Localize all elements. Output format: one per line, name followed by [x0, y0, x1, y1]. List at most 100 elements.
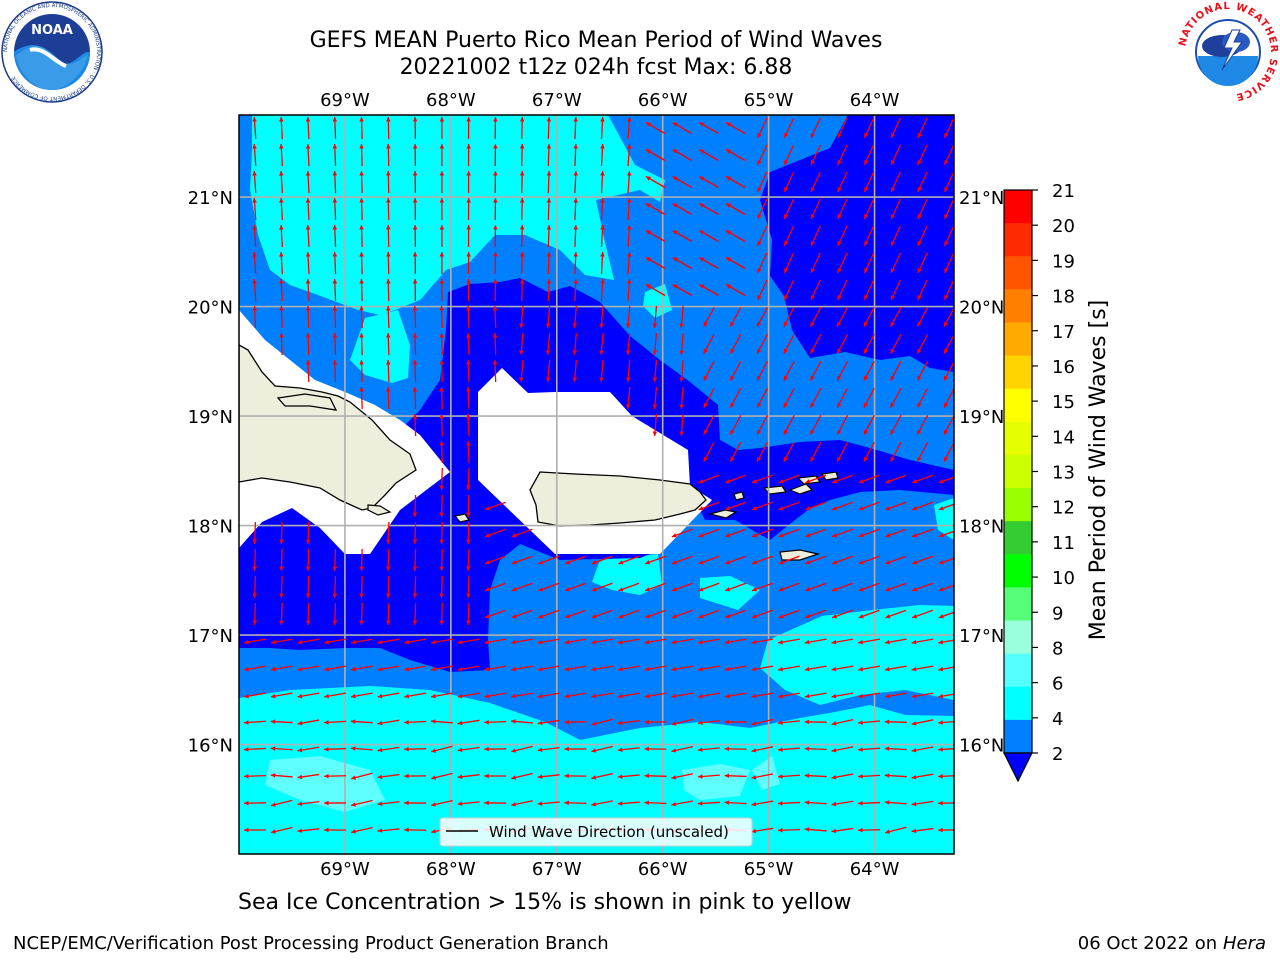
wave-arrow	[644, 692, 667, 699]
wave-arrow	[519, 116, 525, 140]
wave-arrow	[911, 719, 934, 726]
wave-arrow	[350, 746, 373, 751]
wave-arrow	[777, 827, 801, 833]
wave-arrow	[757, 117, 768, 139]
wave-arrow	[836, 387, 849, 409]
nws-logo: NATIONAL WEATHER SERVICE	[1177, 1, 1278, 102]
wave-arrow	[492, 359, 498, 383]
wave-arrow	[572, 305, 578, 329]
wave-arrow	[537, 692, 560, 699]
wave-arrow	[466, 332, 471, 356]
wave-arrow	[537, 801, 560, 806]
wave-arrow	[938, 530, 954, 538]
wave-arrow	[305, 305, 311, 329]
lat-label-left-1: 20°N	[188, 298, 233, 319]
wave-arrow	[412, 170, 418, 194]
wave-arrow	[911, 800, 934, 807]
wave-arrow	[564, 719, 587, 725]
wave-arrow	[332, 575, 338, 599]
wave-arrow	[439, 170, 445, 194]
wave-arrow	[645, 229, 666, 243]
lon-label-top-1: 68°W	[426, 90, 476, 111]
wave-arrow	[724, 638, 747, 645]
wave-arrow	[831, 719, 854, 726]
lon-label-top-2: 67°W	[532, 90, 582, 111]
wave-arrow	[599, 332, 604, 356]
wave-arrow	[863, 333, 875, 355]
wave-arrow	[270, 826, 293, 834]
wave-arrow	[805, 609, 827, 619]
wave-arrow	[783, 441, 795, 463]
wave-arrow	[890, 414, 902, 436]
wave-arrow	[943, 198, 954, 220]
footer-date: 06 Oct 2022 on Hera	[1078, 933, 1266, 954]
wave-arrow	[863, 171, 875, 193]
lon-label-bottom-2: 67°W	[532, 859, 582, 880]
wave-arrow	[671, 638, 694, 645]
wave-arrow	[724, 800, 747, 805]
wave-arrow	[244, 827, 266, 833]
wave-arrow	[863, 225, 875, 247]
wave-arrow	[885, 474, 907, 484]
wave-arrow	[837, 225, 848, 247]
wave-arrow	[671, 718, 694, 726]
wave-arrow	[439, 467, 444, 491]
land-vieques	[707, 509, 738, 519]
wave-arrow	[305, 359, 311, 383]
wave-arrow	[858, 665, 881, 672]
wave-arrow	[457, 638, 480, 645]
wave-arrow	[439, 224, 445, 248]
wave-arrow	[377, 773, 400, 780]
cyan-patch-light-1	[265, 756, 385, 812]
wave-arrow	[703, 387, 715, 409]
wave-arrow	[599, 305, 604, 329]
wave-arrow	[572, 359, 578, 383]
wave-arrow	[756, 414, 769, 436]
wave-arrow	[756, 441, 769, 463]
wave-arrow	[804, 638, 827, 645]
wave-arrow	[600, 197, 605, 221]
wave-arrow	[916, 441, 929, 463]
wave-arrow	[783, 279, 795, 301]
wave-arrow	[466, 467, 471, 491]
wave-arrow	[270, 773, 293, 778]
lat-label-right-3: 18°N	[959, 517, 1004, 538]
wave-arrow	[757, 225, 768, 247]
wave-arrow	[943, 252, 954, 274]
wave-arrow	[890, 198, 902, 220]
wave-arrow	[778, 582, 800, 592]
wave-arrow	[466, 494, 471, 518]
wave-arrow	[671, 665, 694, 672]
wave-arrow	[938, 611, 954, 619]
wave-arrow	[332, 278, 338, 302]
wave-arrow	[377, 719, 400, 726]
wave-arrow	[412, 359, 418, 383]
wave-arrow	[457, 801, 480, 806]
colorbar-segment-7	[1004, 421, 1032, 456]
wave-arrow	[837, 117, 848, 139]
wave-arrow	[457, 692, 480, 699]
wave-arrow	[324, 800, 347, 806]
wave-arrow	[626, 143, 632, 167]
wave-arrow	[672, 256, 693, 270]
wave-arrow	[783, 117, 795, 139]
wave-arrow	[332, 116, 338, 140]
lat-label-left-2: 19°N	[188, 407, 233, 428]
wave-arrow	[626, 197, 632, 221]
wave-arrow	[778, 638, 800, 645]
wave-arrow	[698, 609, 720, 619]
wave-arrow	[729, 387, 742, 409]
wave-arrow	[810, 198, 821, 220]
wave-arrow	[890, 306, 902, 328]
colorbar-segment-6	[1004, 388, 1032, 423]
wave-arrow	[836, 306, 849, 328]
wave-arrow	[297, 800, 320, 807]
wave-arrow	[252, 575, 258, 599]
wave-arrow	[600, 224, 605, 248]
wave-arrow	[324, 692, 347, 699]
wave-arrow	[810, 252, 821, 274]
wave-arrow	[564, 555, 586, 565]
wave-arrow	[917, 198, 928, 220]
wave-arrow	[511, 745, 533, 753]
wave-arrow	[885, 501, 907, 511]
